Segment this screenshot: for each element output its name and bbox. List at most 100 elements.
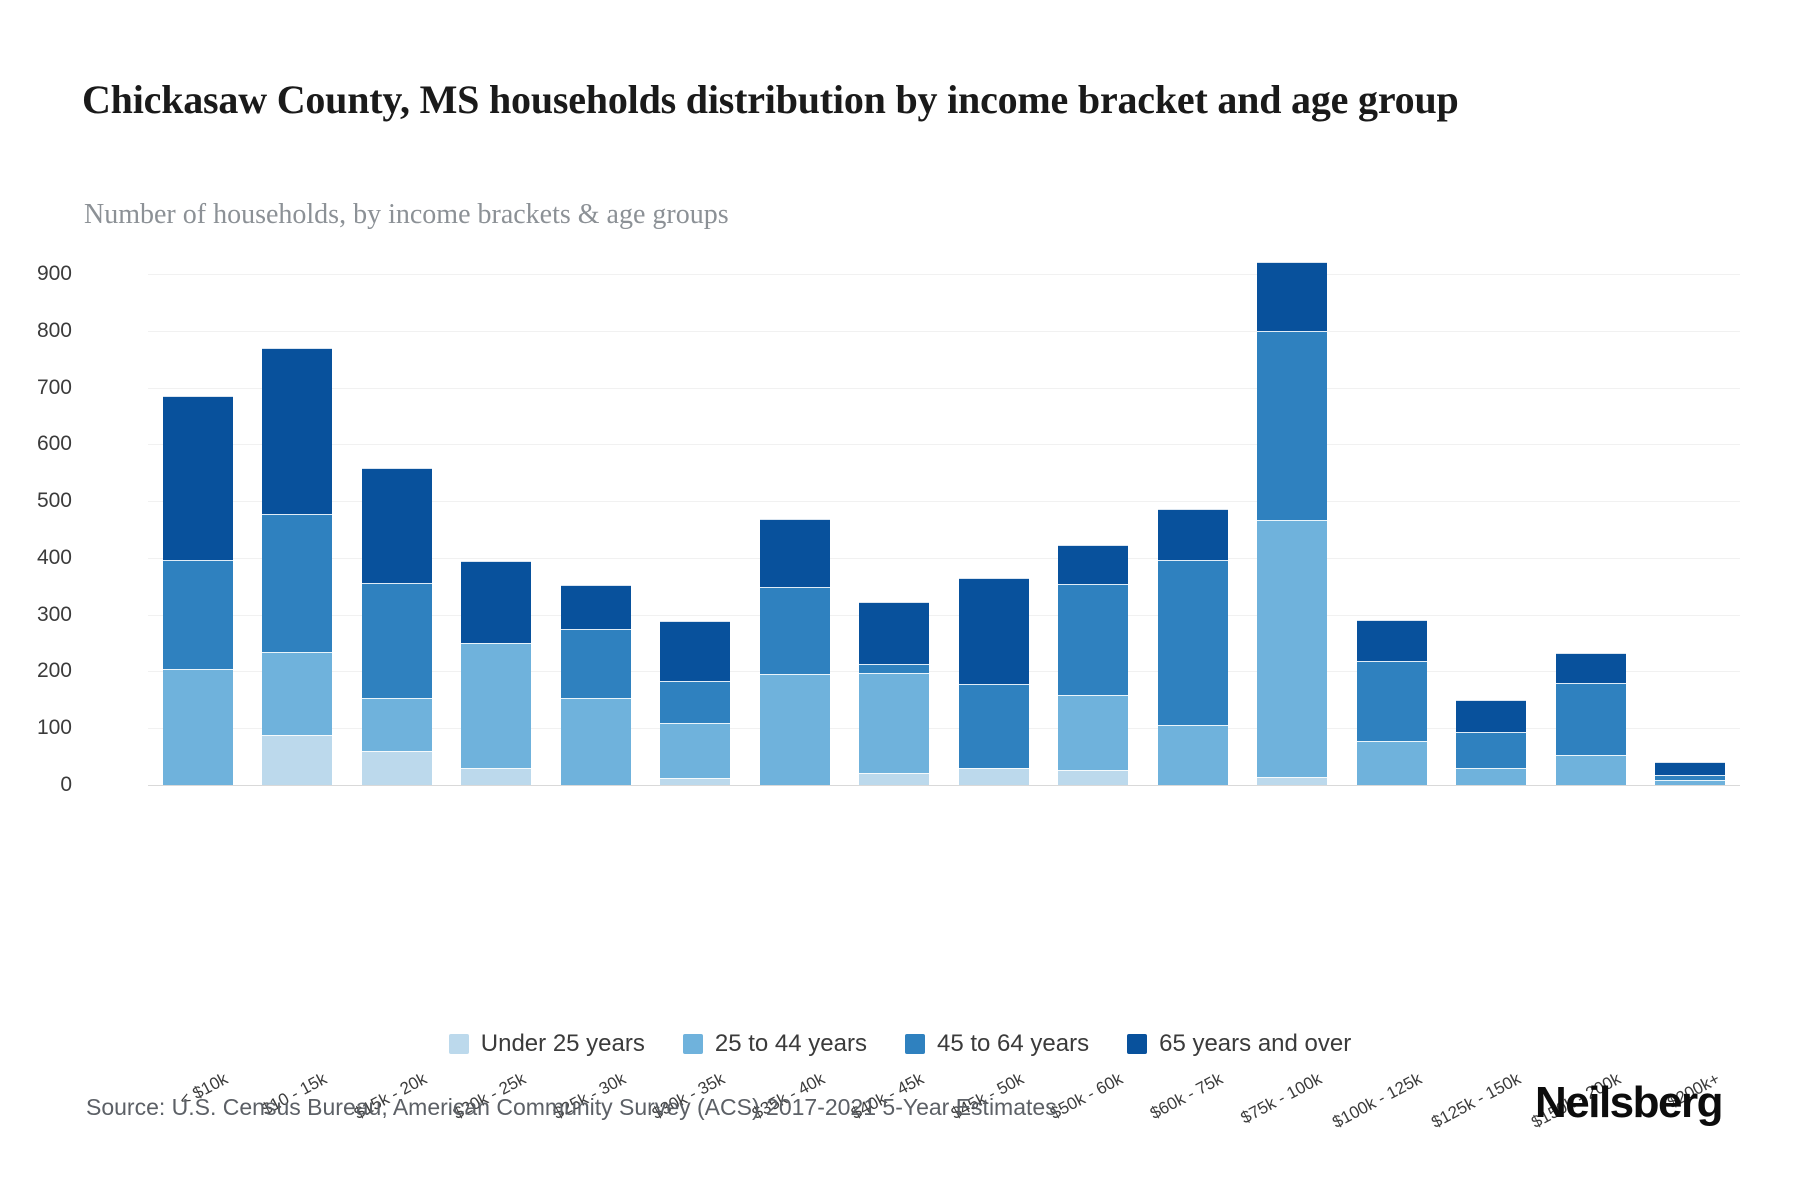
legend-swatch-icon: [448, 1034, 469, 1054]
bar-segment[interactable]: [1157, 559, 1228, 726]
legend-item[interactable]: 65 years and over: [1127, 1030, 1351, 1058]
bar-group[interactable]: [461, 274, 532, 785]
bar-segment[interactable]: [162, 669, 233, 785]
bar-segment[interactable]: [262, 735, 333, 785]
bar-group[interactable]: [1356, 274, 1427, 785]
bar-segment[interactable]: [958, 578, 1029, 684]
gridline-0: [148, 785, 1740, 786]
x-tick-label: $125k - 150k: [1428, 1069, 1525, 1132]
bar-segment[interactable]: [1356, 620, 1427, 662]
legend-swatch-icon: [1127, 1034, 1148, 1054]
bar-group[interactable]: [859, 274, 930, 785]
bar-segment[interactable]: [1655, 762, 1726, 775]
bar-group[interactable]: [1555, 274, 1626, 785]
y-tick-label-800: 800: [36, 318, 72, 342]
bar-segment[interactable]: [1456, 767, 1527, 785]
x-tick-label: $100k - 125k: [1328, 1069, 1425, 1132]
bar-segment[interactable]: [859, 672, 930, 773]
bar-segment[interactable]: [361, 698, 432, 751]
bar-segment[interactable]: [1555, 652, 1626, 684]
y-tick-label-0: 0: [60, 773, 72, 796]
legend-item[interactable]: 25 to 44 years: [682, 1030, 867, 1058]
bar-segment[interactable]: [1157, 725, 1228, 785]
gridline-700: [148, 387, 1740, 389]
bar-group[interactable]: [1456, 274, 1527, 785]
bar-segment[interactable]: [660, 778, 731, 785]
bar-segment[interactable]: [560, 628, 631, 699]
bar-group[interactable]: [1257, 261, 1328, 785]
bar-segment[interactable]: [759, 673, 830, 785]
bar-segment[interactable]: [1058, 584, 1129, 696]
bar-segment[interactable]: [1356, 740, 1427, 785]
bar-segment[interactable]: [262, 348, 333, 514]
bar-segment[interactable]: [361, 467, 432, 583]
bar-group[interactable]: [560, 274, 631, 785]
bar-segment[interactable]: [162, 560, 233, 670]
bar-segment[interactable]: [1655, 780, 1726, 785]
legend-swatch-icon: [904, 1034, 925, 1054]
legend-label: 65 years and over: [1159, 1030, 1352, 1057]
legend-item[interactable]: 45 to 64 years: [904, 1030, 1090, 1058]
bar-segment[interactable]: [1058, 695, 1129, 771]
bar-segment[interactable]: [759, 518, 830, 587]
bar-group[interactable]: [1655, 274, 1726, 785]
bar-segment[interactable]: [1356, 661, 1427, 741]
bar-segment[interactable]: [262, 652, 333, 736]
bar-segment[interactable]: [361, 582, 432, 699]
bar-segment[interactable]: [660, 620, 731, 682]
gridline-900: [148, 274, 1740, 275]
gridline-300: [148, 614, 1740, 616]
bar-group[interactable]: [1058, 274, 1129, 785]
bar-segment[interactable]: [162, 395, 233, 561]
bar-segment[interactable]: [1555, 755, 1626, 785]
bar-segment[interactable]: [1058, 770, 1129, 785]
y-tick-label-300: 300: [36, 602, 72, 626]
bar-group[interactable]: [759, 274, 830, 785]
bar-segment[interactable]: [461, 767, 532, 785]
bar-segment[interactable]: [1456, 732, 1527, 768]
bar-segment[interactable]: [859, 664, 930, 673]
y-tick-label-100: 100: [36, 716, 72, 740]
bar-segment[interactable]: [759, 586, 830, 674]
bar-segment[interactable]: [1257, 519, 1328, 778]
bar-segment[interactable]: [958, 767, 1029, 785]
bar-segment[interactable]: [1456, 699, 1527, 733]
bar-segment[interactable]: [859, 601, 930, 665]
legend-label: 25 to 44 years: [714, 1030, 867, 1057]
gridline-800: [148, 330, 1740, 332]
bar-group[interactable]: [361, 274, 432, 785]
bar-segment[interactable]: [1058, 545, 1129, 585]
bar-segment[interactable]: [1257, 777, 1328, 785]
y-tick-label-200: 200: [36, 659, 72, 683]
bar-segment[interactable]: [461, 642, 532, 768]
bar-segment[interactable]: [1655, 774, 1726, 781]
bar-group[interactable]: [262, 274, 333, 785]
bar-segment[interactable]: [560, 698, 631, 785]
y-tick-label-400: 400: [36, 545, 72, 569]
legend-label: 45 to 64 years: [936, 1030, 1090, 1057]
bar-segment[interactable]: [859, 772, 930, 785]
bar-segment[interactable]: [1257, 261, 1328, 331]
bar-group[interactable]: [162, 274, 233, 785]
bar-group[interactable]: [660, 274, 731, 785]
bar-segment[interactable]: [560, 584, 631, 629]
bar-segment[interactable]: [1555, 683, 1626, 756]
y-tick-label-600: 600: [36, 432, 72, 456]
chart-legend: Under 25 years 25 to 44 years 45 to 64 yea…: [0, 1030, 1800, 1058]
legend-item[interactable]: Under 25 years: [448, 1030, 645, 1058]
bar-group[interactable]: [958, 274, 1029, 785]
bar-segment[interactable]: [1157, 509, 1228, 560]
page-subtitle: Number of households, by income brackets…: [84, 199, 729, 230]
gridline-200: [148, 671, 1740, 673]
bar-segment[interactable]: [660, 723, 731, 779]
y-tick-label-700: 700: [36, 375, 72, 399]
bar-group[interactable]: [1157, 274, 1228, 785]
bar-segment[interactable]: [461, 560, 532, 643]
bar-segment[interactable]: [262, 513, 333, 653]
x-tick-label: $75k - 100k: [1237, 1069, 1326, 1128]
bar-segment[interactable]: [361, 750, 432, 785]
bar-segment[interactable]: [660, 681, 731, 724]
bar-segment[interactable]: [958, 683, 1029, 768]
bar-segment[interactable]: [1257, 330, 1328, 520]
